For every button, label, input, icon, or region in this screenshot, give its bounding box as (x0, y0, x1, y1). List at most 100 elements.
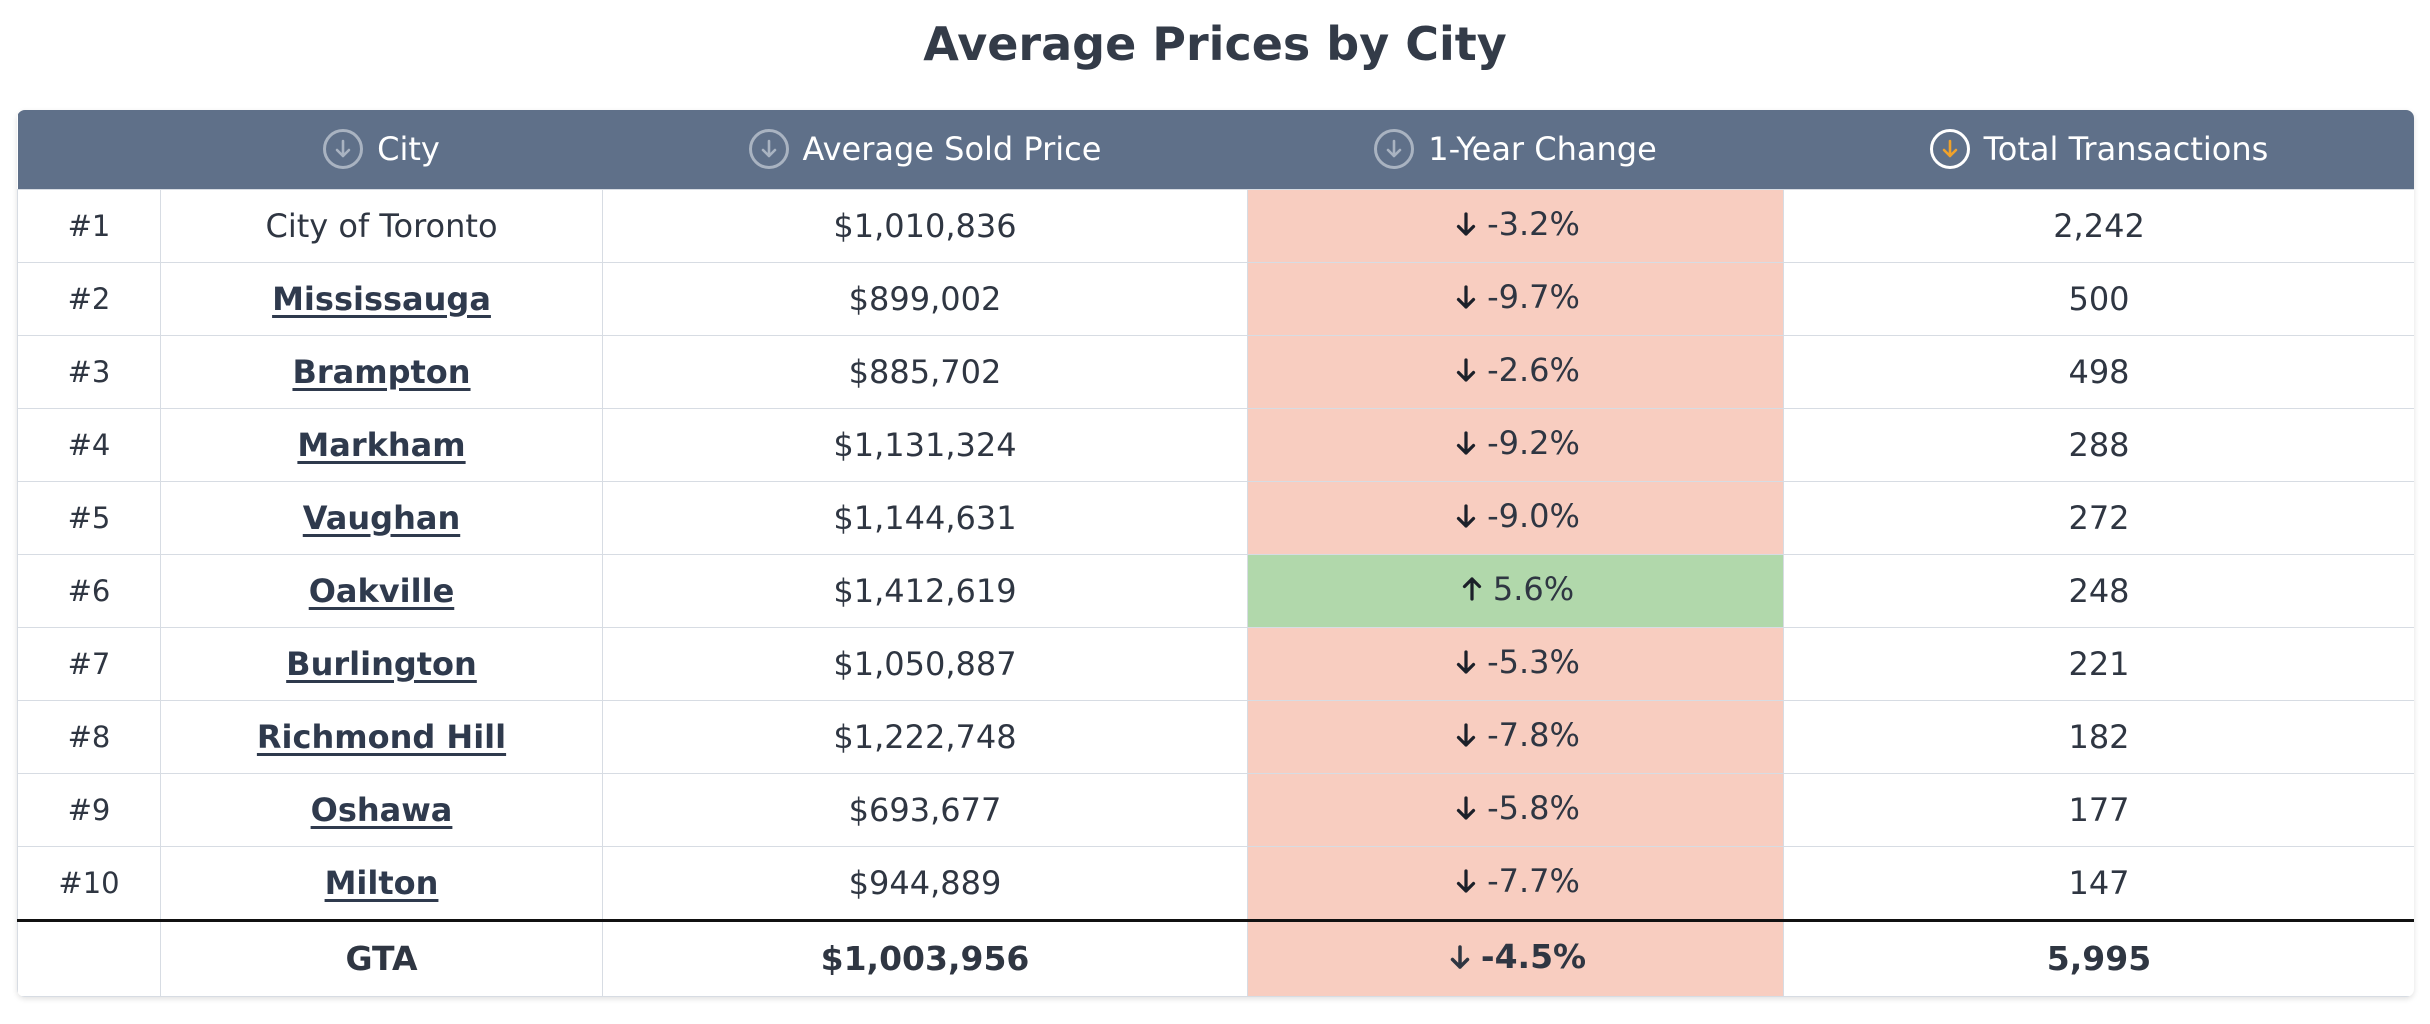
rank-cell: #7 (17, 626, 161, 701)
city-cell: Richmond Hill (160, 699, 603, 774)
city-link[interactable]: Richmond Hill (256, 717, 507, 756)
sort-down-icon[interactable] (1374, 129, 1415, 170)
page-title: Average Prices by City (923, 17, 1507, 71)
price-cell: $1,144,631 (602, 480, 1248, 555)
city-cell: Oshawa (160, 772, 603, 847)
city-link[interactable]: Mississauga (272, 279, 491, 318)
change-value: -2.6% (1487, 350, 1580, 389)
arrow-down-icon (1451, 793, 1481, 823)
city-link[interactable]: Milton (324, 863, 439, 902)
city-link[interactable]: Oshawa (310, 790, 453, 829)
change-cell: -9.7% (1247, 261, 1784, 336)
table-row: #3 Brampton $885,702 -2.6% 498 (17, 334, 2414, 409)
change-value: -5.8% (1487, 788, 1580, 827)
header-city[interactable]: City (161, 110, 603, 189)
change-cell: -5.3% (1247, 626, 1784, 701)
total-city: GTA (160, 918, 603, 997)
city-link[interactable]: Burlington (286, 644, 477, 683)
total-change-value: -4.5% (1480, 937, 1587, 977)
change-value: -7.8% (1487, 715, 1580, 754)
header-price[interactable]: Average Sold Price (603, 110, 1248, 189)
sort-down-icon[interactable] (748, 129, 789, 170)
price-cell: $1,131,324 (602, 407, 1248, 482)
price-cell: $1,412,619 (602, 553, 1248, 628)
rank-cell: #4 (17, 407, 161, 482)
price-cell: $1,222,748 (602, 699, 1248, 774)
change-value: 5.6% (1492, 569, 1575, 608)
total-row: GTA $1,003,956 -4.5% 5,995 (17, 918, 2414, 997)
prices-table: City Average Sold Price (17, 110, 2414, 997)
rank-cell: #1 (17, 188, 161, 263)
city-link[interactable]: Markham (297, 425, 466, 464)
city-cell: City of Toronto (160, 188, 603, 263)
change-cell: -9.2% (1247, 407, 1784, 482)
header-transactions-label: Total Transactions (1983, 130, 2269, 169)
table-row: #8 Richmond Hill $1,222,748 -7.8% 182 (17, 699, 2414, 774)
transactions-cell: 288 (1783, 407, 2414, 482)
change-cell: -5.8% (1247, 772, 1784, 847)
change-value: -9.7% (1487, 277, 1580, 316)
arrow-down-icon (1451, 209, 1481, 239)
total-price: $1,003,956 (602, 918, 1248, 997)
total-transactions: 5,995 (1783, 918, 2414, 997)
table-row: #2 Mississauga $899,002 -9.7% 500 (17, 261, 2414, 336)
city-link[interactable]: Vaughan (302, 498, 461, 537)
city-cell: Mississauga (160, 261, 603, 336)
change-cell: 5.6% (1247, 553, 1784, 628)
price-cell: $899,002 (602, 261, 1248, 336)
change-cell: -9.0% (1247, 480, 1784, 555)
rank-cell: #8 (17, 699, 161, 774)
city-link[interactable]: Oakville (308, 571, 455, 610)
change-cell: -3.2% (1247, 188, 1784, 263)
city-cell: Vaughan (160, 480, 603, 555)
total-change: -4.5% (1247, 918, 1784, 997)
arrow-down-icon (1451, 355, 1481, 385)
sort-down-active-icon[interactable] (1929, 129, 1970, 170)
change-value: -9.0% (1487, 496, 1580, 535)
change-value: -5.3% (1487, 642, 1580, 681)
transactions-cell: 272 (1783, 480, 2414, 555)
change-cell: -2.6% (1247, 334, 1784, 409)
transactions-cell: 498 (1783, 334, 2414, 409)
sort-down-icon[interactable] (323, 129, 364, 170)
city-cell: Oakville (160, 553, 603, 628)
table-row: #10 Milton $944,889 -7.7% 147 (17, 845, 2414, 921)
price-cell: $693,677 (602, 772, 1248, 847)
price-cell: $1,010,836 (602, 188, 1248, 263)
rank-cell: #2 (17, 261, 161, 336)
header-transactions[interactable]: Total Transactions (1784, 110, 2415, 189)
arrow-down-icon (1451, 501, 1481, 531)
transactions-cell: 500 (1783, 261, 2414, 336)
header-rank (18, 110, 161, 189)
city-cell: Brampton (160, 334, 603, 409)
table-row: #6 Oakville $1,412,619 5.6% 248 (17, 553, 2414, 628)
header-change[interactable]: 1-Year Change (1248, 110, 1784, 189)
rank-cell: #6 (17, 553, 161, 628)
table-row: #1 City of Toronto $1,010,836 -3.2% 2,242 (17, 188, 2414, 263)
change-cell: -7.8% (1247, 699, 1784, 774)
arrow-down-icon (1451, 866, 1481, 896)
arrow-up-icon (1457, 574, 1487, 604)
rank-cell: #5 (17, 480, 161, 555)
arrow-down-icon (1451, 647, 1481, 677)
arrow-down-icon (1445, 942, 1475, 972)
transactions-cell: 147 (1783, 845, 2414, 921)
price-cell: $944,889 (602, 845, 1248, 921)
arrow-down-icon (1451, 720, 1481, 750)
price-cell: $885,702 (602, 334, 1248, 409)
rank-cell: #3 (17, 334, 161, 409)
change-value: -9.2% (1487, 423, 1580, 462)
city-cell: Burlington (160, 626, 603, 701)
transactions-cell: 177 (1783, 772, 2414, 847)
city-link[interactable]: Brampton (292, 352, 471, 391)
header-change-label: 1-Year Change (1428, 130, 1657, 169)
transactions-cell: 182 (1783, 699, 2414, 774)
table-row: #7 Burlington $1,050,887 -5.3% 221 (17, 626, 2414, 701)
rank-cell: #9 (17, 772, 161, 847)
change-value: -7.7% (1487, 861, 1580, 900)
table-row: #9 Oshawa $693,677 -5.8% 177 (17, 772, 2414, 847)
transactions-cell: 2,242 (1783, 188, 2414, 263)
table-row: #5 Vaughan $1,144,631 -9.0% 272 (17, 480, 2414, 555)
arrow-down-icon (1451, 428, 1481, 458)
total-rank (17, 918, 161, 997)
